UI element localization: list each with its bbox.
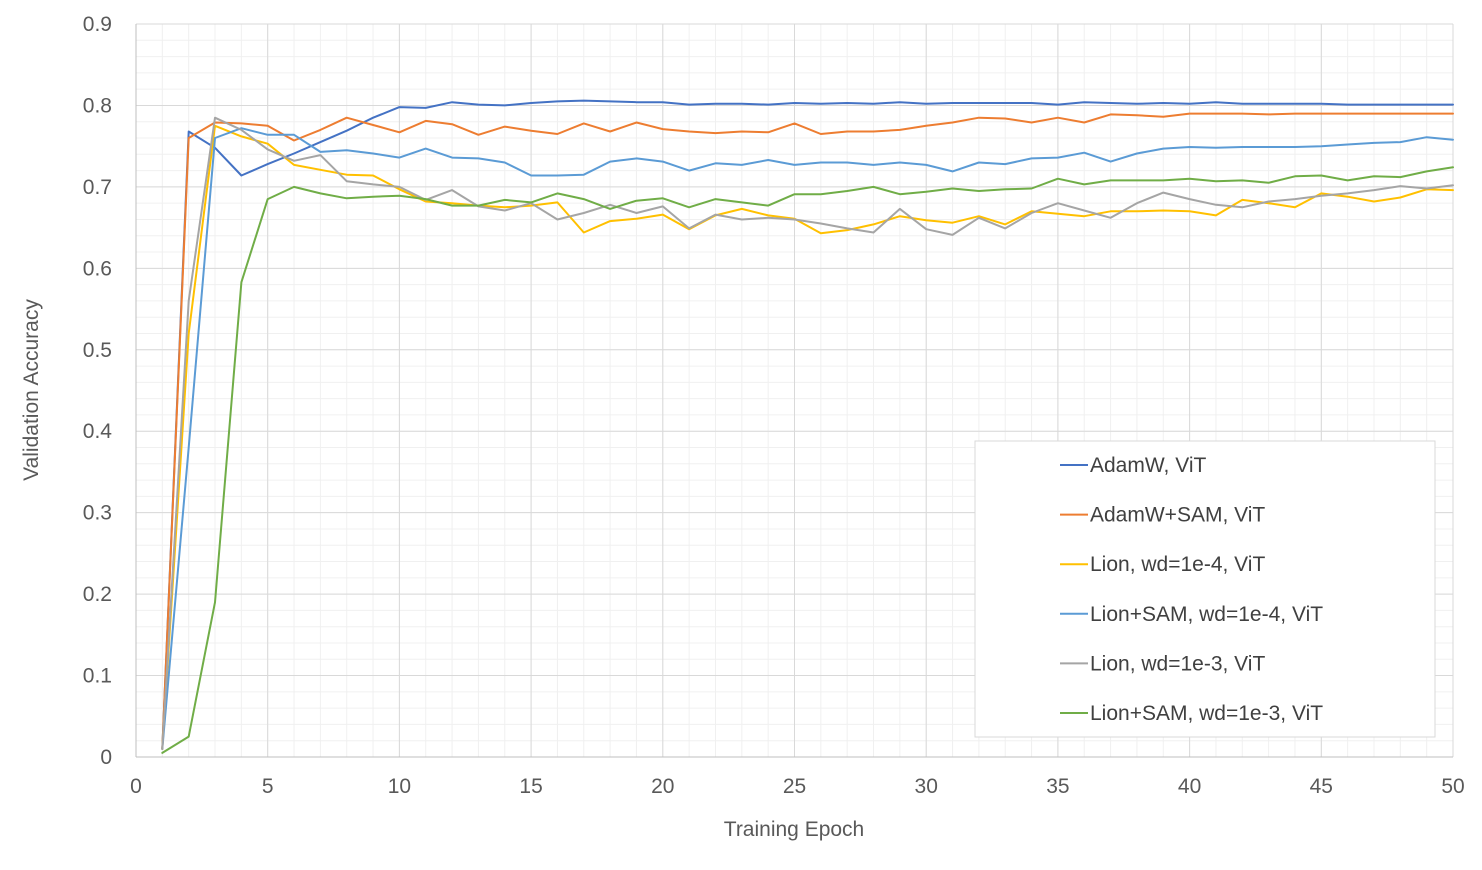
x-tick-label: 45	[1310, 775, 1333, 798]
series-lines	[161, 99, 1454, 754]
x-tick-label: 5	[262, 775, 274, 798]
y-tick-label: 0.6	[83, 257, 112, 280]
x-tick-label: 30	[915, 775, 938, 798]
y-tick-labels: 0 0.1 0.2 0.3 0.4 0.5 0.6 0.7 0.8 0.9	[83, 13, 113, 769]
series-line-3	[161, 124, 1454, 750]
x-tick-label: 10	[388, 775, 411, 798]
x-tick-label: 0	[130, 775, 142, 798]
y-axis-title: Validation Accuracy	[20, 299, 43, 481]
x-tick-label: 50	[1441, 775, 1464, 798]
series-line-4	[161, 127, 1454, 750]
legend-label-4: Lion+SAM, wd=1e-4, ViT	[1090, 603, 1323, 626]
y-tick-label: 0.4	[83, 420, 113, 443]
y-tick-label: 0	[100, 746, 112, 769]
x-tick-label: 25	[783, 775, 806, 798]
legend-label-5: Lion, wd=1e-3, ViT	[1090, 652, 1265, 675]
legend: AdamW, ViT AdamW+SAM, ViT Lion, wd=1e-4, V…	[974, 440, 1436, 738]
series-line-6	[161, 166, 1454, 754]
y-tick-label: 0.7	[83, 176, 112, 199]
x-tick-label: 15	[519, 775, 542, 798]
legend-label-6: Lion+SAM, wd=1e-3, ViT	[1090, 702, 1323, 725]
series-line-2	[161, 112, 1454, 750]
y-tick-label: 0.1	[83, 665, 112, 688]
axes	[135, 24, 1453, 758]
legend-label-1: AdamW, ViT	[1090, 454, 1206, 477]
x-tick-label: 40	[1178, 775, 1201, 798]
legend-box	[974, 440, 1436, 738]
y-tick-label: 0.8	[83, 94, 112, 117]
x-axis-title: Training Epoch	[724, 818, 864, 841]
x-tick-label: 20	[651, 775, 674, 798]
legend-label-2: AdamW+SAM, ViT	[1090, 504, 1265, 527]
y-tick-label: 0.5	[83, 339, 112, 362]
y-tick-label: 0.2	[83, 583, 112, 606]
x-tick-label: 35	[1046, 775, 1069, 798]
series-line-1	[161, 99, 1454, 750]
legend-label-3: Lion, wd=1e-4, ViT	[1090, 553, 1265, 576]
y-tick-label: 0.9	[83, 13, 112, 36]
x-tick-labels: 0 5 10 15 20 25 30 35 40 45 50	[130, 775, 1465, 798]
series-line-5	[161, 116, 1454, 750]
y-tick-label: 0.3	[83, 502, 112, 525]
